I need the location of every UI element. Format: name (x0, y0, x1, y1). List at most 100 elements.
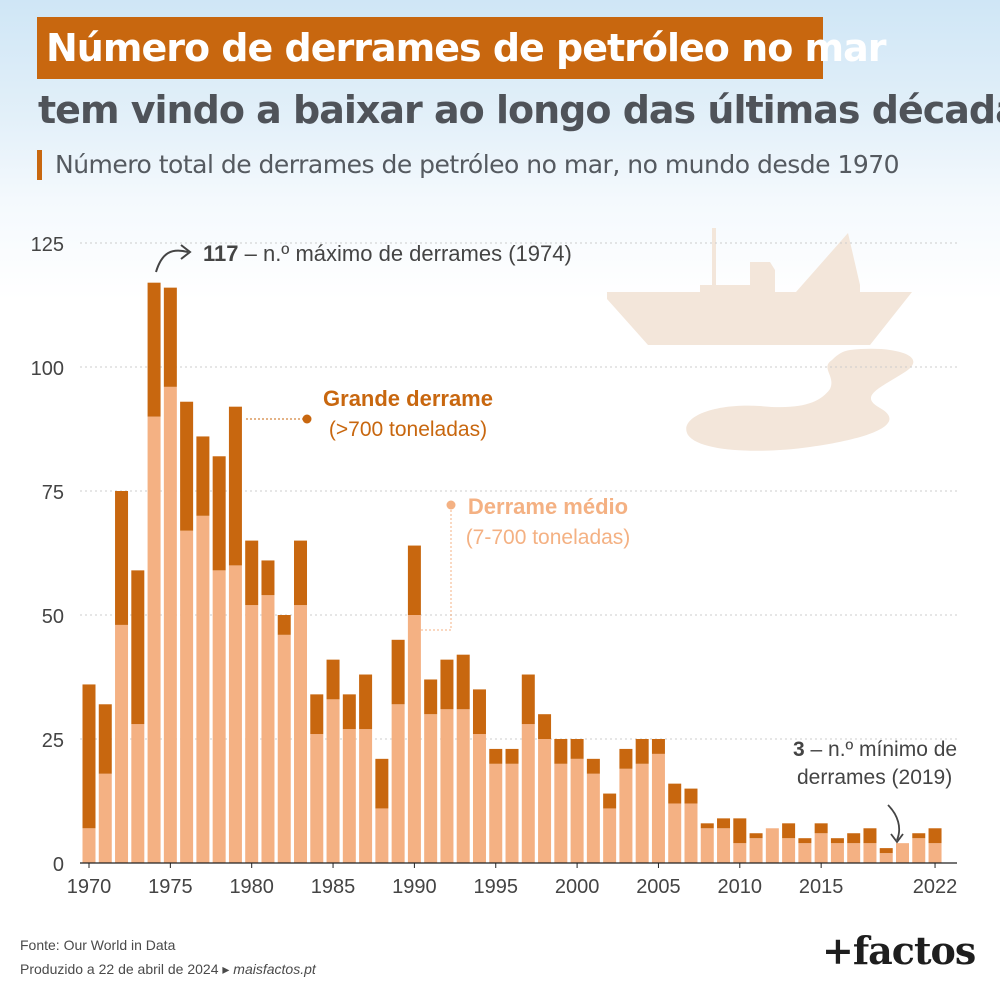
bar-large-1974 (147, 282, 161, 417)
bar-large-2002 (603, 793, 617, 809)
bar-medium-1991 (424, 714, 438, 863)
bar-medium-1982 (277, 634, 291, 863)
bar-large-1972 (115, 491, 129, 625)
produced-date: Produzido a 22 de abril de 2024 ▸ (20, 961, 234, 977)
bar-large-1996 (505, 748, 519, 764)
bar-large-1980 (245, 540, 259, 606)
bar-medium-1978 (212, 570, 226, 863)
bar-large-2019 (879, 848, 893, 854)
legend-marker-large (302, 414, 312, 424)
bar-medium-1994 (472, 734, 486, 863)
bar-medium-1976 (180, 530, 194, 863)
x-tick-label: 1975 (148, 876, 193, 898)
legend-label-large: Grande derrame (323, 386, 493, 411)
max-annotation-text: – n.º máximo de derrames (1974) (239, 241, 572, 266)
bar-large-2004 (635, 739, 649, 764)
y-tick-label: 50 (42, 606, 64, 628)
bar-large-2000 (570, 739, 584, 759)
bar-large-2015 (814, 823, 828, 834)
bar-large-2017 (847, 833, 861, 844)
svg-text:117 – n.º máximo de derrames (: 117 – n.º máximo de derrames (1974) (203, 241, 572, 266)
x-tick-label: 1970 (67, 876, 112, 898)
bar-large-1975 (163, 287, 177, 387)
y-tick-label: 125 (31, 234, 64, 256)
bar-large-1986 (342, 694, 356, 730)
svg-text:3 – n.º mínimo de: 3 – n.º mínimo de (793, 738, 957, 761)
bar-large-2003 (619, 748, 633, 769)
bar-medium-1998 (538, 739, 552, 863)
site-link[interactable]: maisfactos.pt (233, 961, 316, 977)
bar-large-1970 (82, 684, 96, 829)
legend-range-medium: (7-700 toneladas) (466, 526, 631, 549)
bar-medium-1975 (163, 386, 177, 863)
x-tick-label: 2005 (636, 876, 681, 898)
factos-logo: +factos (822, 928, 976, 973)
bar-large-1982 (277, 615, 291, 635)
bar-large-1992 (440, 659, 454, 710)
legend-marker-medium (446, 500, 456, 510)
bar-medium-1971 (98, 773, 112, 863)
bar-medium-1990 (407, 615, 421, 863)
produced-note: Produzido a 22 de abril de 2024 ▸ maisfa… (20, 961, 316, 978)
x-tick-label: 1980 (229, 876, 274, 898)
bar-large-2005 (651, 739, 665, 754)
legend-range-large: (>700 toneladas) (329, 418, 487, 441)
bar-large-1981 (261, 560, 275, 596)
bar-large-1978 (212, 456, 226, 571)
bar-large-2010 (733, 818, 747, 844)
bar-medium-1970 (82, 828, 96, 863)
bar-large-2014 (798, 838, 812, 844)
bar-medium-1993 (456, 709, 470, 863)
oil-spill-illustration (686, 348, 914, 451)
bar-medium-2011 (749, 838, 763, 863)
page-subtitle: Número total de derrames de petróleo no … (55, 150, 900, 179)
bar-large-2008 (700, 823, 714, 829)
bar-medium-2008 (700, 828, 714, 863)
min-annotation-value: 3 (793, 738, 805, 761)
bar-large-1998 (538, 714, 552, 739)
bar-medium-1974 (147, 416, 161, 863)
bar-medium-2021 (912, 838, 926, 863)
bar-medium-1977 (196, 515, 210, 863)
bar-large-1977 (196, 436, 210, 516)
bar-large-1994 (472, 689, 486, 735)
bar-medium-2016 (830, 843, 844, 863)
min-annotation-text2: derrames (2019) (797, 766, 952, 789)
max-annotation: 117 – n.º máximo de derrames (1974) (155, 241, 572, 273)
bar-medium-2020 (896, 843, 909, 863)
bar-medium-1983 (294, 605, 308, 863)
bar-large-1979 (228, 406, 242, 566)
bar-medium-2009 (717, 828, 731, 863)
bar-medium-2010 (733, 843, 747, 863)
bar-medium-1988 (375, 808, 389, 863)
bar-large-1976 (180, 401, 194, 531)
bar-medium-1985 (326, 699, 340, 863)
bar-large-2021 (912, 833, 926, 839)
bar-large-2009 (717, 818, 731, 829)
min-annotation: 3 – n.º mínimo de derrames (2019) (793, 738, 957, 844)
bar-medium-2004 (635, 763, 649, 863)
bar-large-1999 (554, 739, 568, 764)
bar-medium-1989 (391, 704, 405, 863)
max-annotation-value: 117 (203, 241, 239, 266)
min-annotation-text1: – n.º mínimo de (805, 738, 957, 761)
bar-medium-1995 (489, 763, 503, 863)
bar-medium-2019 (879, 853, 893, 863)
bar-medium-1973 (131, 724, 145, 863)
bar-large-2011 (749, 833, 763, 839)
page-title-line2: tem vindo a baixar ao longo das últimas … (38, 88, 1000, 132)
bar-medium-1992 (440, 709, 454, 863)
bar-medium-2017 (847, 843, 861, 863)
bar-medium-1996 (505, 763, 519, 863)
x-tick-label: 1990 (392, 876, 437, 898)
x-tick-label: 1985 (311, 876, 356, 898)
bar-medium-2002 (603, 808, 617, 863)
bar-medium-1981 (261, 595, 275, 863)
bar-large-1983 (294, 540, 308, 606)
bar-medium-1986 (342, 729, 356, 863)
bar-large-1993 (456, 654, 470, 710)
bar-medium-2001 (586, 773, 600, 863)
bar-medium-1987 (359, 729, 373, 863)
bar-large-1990 (407, 545, 421, 615)
